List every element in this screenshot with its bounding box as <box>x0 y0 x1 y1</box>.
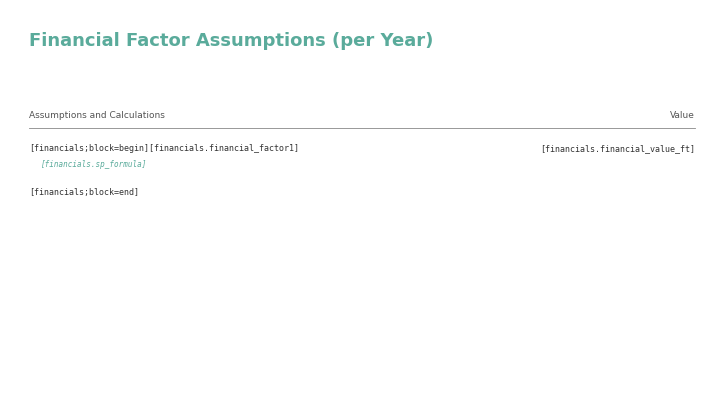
Text: [financials;block=end]: [financials;block=end] <box>29 188 139 197</box>
Text: [financials.financial_value_ft]: [financials.financial_value_ft] <box>540 144 695 153</box>
Text: Financial Factor Assumptions (per Year): Financial Factor Assumptions (per Year) <box>29 32 433 50</box>
Text: [financials;block=begin][financials.financial_factor1]: [financials;block=begin][financials.fina… <box>29 144 299 153</box>
Text: Assumptions and Calculations: Assumptions and Calculations <box>29 111 165 120</box>
Text: Value: Value <box>670 111 695 120</box>
Text: [financials.sp_formula]: [financials.sp_formula] <box>40 160 146 169</box>
